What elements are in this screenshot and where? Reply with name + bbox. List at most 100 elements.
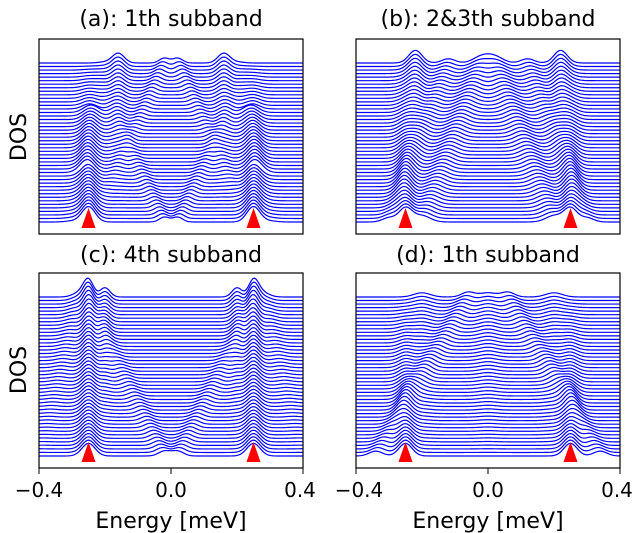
dos-curve	[356, 360, 620, 369]
dos-curve	[356, 92, 620, 103]
dos-curve	[356, 366, 620, 376]
dos-curve	[39, 342, 303, 355]
dos-curve	[39, 367, 303, 379]
dos-curve	[356, 323, 620, 330]
marker-triangle	[81, 208, 96, 228]
dos-curve	[39, 353, 303, 365]
dos-curve	[39, 327, 303, 340]
dos-curve	[356, 127, 620, 138]
dos-curve	[356, 139, 620, 152]
dos-curve	[39, 277, 303, 298]
panel-a-ylabel: DOS	[7, 113, 32, 161]
dos-curve	[39, 319, 303, 333]
dos-curve	[39, 158, 303, 174]
dos-curve	[356, 154, 620, 170]
dos-curve	[356, 142, 620, 156]
dos-curve	[39, 412, 303, 425]
panel-c-xtick-label-1: 0.0	[155, 478, 187, 502]
dos-curve	[39, 163, 303, 177]
dos-curve	[356, 392, 620, 408]
dos-curve	[356, 378, 620, 390]
dos-curve	[39, 116, 303, 128]
dos-curve	[356, 380, 620, 393]
marker-triangle	[398, 208, 413, 228]
dos-curve	[356, 136, 620, 149]
panel-c-xtick-label-2: 0.4	[284, 478, 316, 502]
dos-curve	[356, 419, 620, 432]
dos-curve	[356, 326, 620, 333]
dos-curve	[356, 316, 620, 323]
dos-curve	[39, 122, 303, 135]
dos-curve	[356, 337, 620, 344]
dos-curve	[356, 429, 620, 443]
panel-a-frame	[38, 38, 304, 235]
marker-triangle	[563, 208, 578, 228]
dos-curve	[356, 347, 620, 355]
dos-curve	[39, 371, 303, 383]
dos-curve	[356, 432, 620, 446]
dos-curve	[356, 103, 620, 114]
dos-curve	[39, 145, 303, 159]
dos-curve	[356, 340, 620, 348]
panel-c-xtick-label-0: −0.4	[15, 478, 64, 502]
dos-curve	[356, 145, 620, 159]
dos-curve	[39, 107, 303, 117]
dos-curve	[356, 385, 620, 401]
dos-curve	[356, 85, 620, 96]
dos-curve	[356, 189, 620, 205]
dos-curve	[39, 419, 303, 432]
panel-d-xticks: −0.4 0.0 0.4	[335, 468, 633, 502]
dos-curve	[39, 381, 303, 393]
dos-curve	[39, 176, 303, 191]
dos-curve	[39, 110, 303, 121]
dos-curve	[356, 312, 620, 319]
dos-curve	[356, 193, 620, 209]
marker-triangle	[563, 442, 578, 462]
dos-curve	[356, 182, 620, 198]
panel-d-xtick-label-1: 0.0	[472, 478, 504, 502]
dos-curve	[356, 57, 620, 71]
panel-c-xticks: −0.4 0.0 0.4	[15, 468, 316, 502]
dos-curve	[356, 298, 620, 305]
dos-curve	[356, 333, 620, 340]
dos-curve	[39, 76, 303, 85]
dos-curve	[39, 142, 303, 156]
dos-curve	[356, 383, 620, 397]
dos-curve	[39, 52, 303, 64]
dos-curve	[356, 157, 620, 174]
dos-curve	[39, 189, 303, 205]
dos-curve	[39, 56, 303, 68]
dos-curve	[356, 370, 620, 379]
dos-curve	[39, 289, 303, 309]
dos-curve	[39, 196, 303, 212]
dos-curve	[39, 293, 303, 312]
dos-curve	[39, 439, 303, 454]
dos-curve	[39, 392, 303, 404]
dos-curve	[356, 442, 620, 457]
panel-b-frame	[355, 38, 621, 235]
marker-triangle	[246, 208, 261, 228]
dos-curve	[356, 309, 620, 316]
marker-triangle	[81, 442, 96, 462]
panel-d-xlabel: Energy [meV]	[412, 509, 563, 533]
dos-curve	[39, 302, 303, 319]
dos-curve	[356, 100, 620, 110]
dos-curve	[356, 330, 620, 337]
dos-curve	[356, 61, 620, 75]
dos-curve	[356, 77, 620, 89]
dos-curve	[39, 80, 303, 89]
dos-curve	[356, 167, 620, 184]
dos-curve	[356, 148, 620, 163]
dos-curve	[39, 135, 303, 149]
dos-curve	[356, 353, 620, 362]
dos-curve	[39, 129, 303, 142]
dos-curve	[39, 429, 303, 443]
dos-curve	[39, 298, 303, 316]
dos-curve	[39, 183, 303, 198]
panel-d-xtick-label-2: 0.4	[601, 478, 633, 502]
dos-curve	[39, 363, 303, 376]
panel-b-title: (b): 2&3th subband	[381, 7, 596, 32]
dos-curve	[39, 281, 303, 302]
dos-curve	[39, 148, 303, 163]
